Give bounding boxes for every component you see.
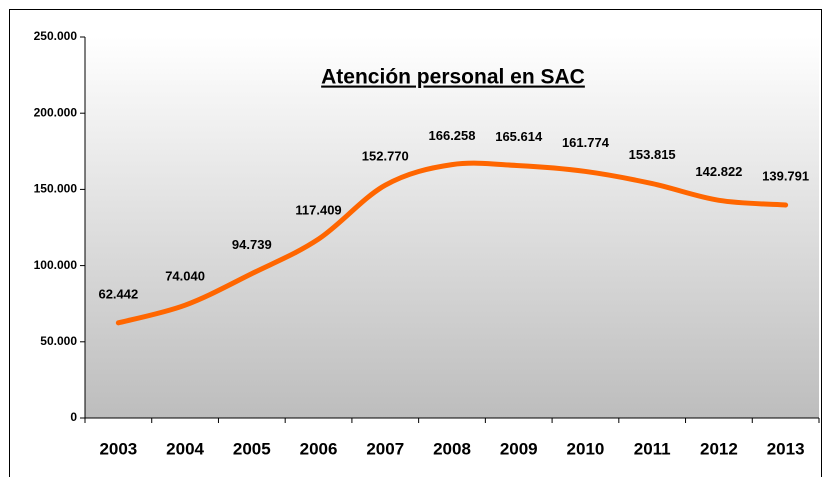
- x-tick-label: 2008: [433, 439, 471, 458]
- data-label: 142.822: [695, 164, 742, 179]
- data-label: 153.815: [629, 147, 676, 162]
- x-tick-label: 2004: [166, 439, 204, 458]
- y-tick-label: 200.000: [34, 105, 78, 119]
- x-tick-label: 2010: [567, 439, 605, 458]
- x-tick-label: 2013: [767, 439, 805, 458]
- x-tick-label: 2009: [500, 439, 538, 458]
- data-line: [115, 160, 789, 326]
- plot-area: [85, 37, 819, 418]
- x-tick-label: 2006: [300, 439, 338, 458]
- x-tick-label: 2012: [700, 439, 738, 458]
- chart-title: Atención personal en SAC: [321, 66, 585, 89]
- data-label: 74.040: [165, 269, 205, 284]
- x-tick-label: 2011: [634, 439, 671, 458]
- data-label: 117.409: [295, 203, 341, 218]
- x-tick-label: 2003: [99, 439, 137, 458]
- chart-border: [9, 9, 822, 477]
- data-label: 139.791: [762, 168, 809, 183]
- data-label: 166.258: [429, 128, 476, 143]
- data-label: 165.614: [495, 129, 543, 144]
- y-tick-label: 250.000: [34, 29, 78, 43]
- y-tick-label: 0: [70, 410, 77, 424]
- x-tick-label: 2007: [366, 439, 404, 458]
- y-tick-label: 50.000: [40, 334, 77, 348]
- y-tick-label: 150.000: [34, 182, 78, 196]
- data-label: 62.442: [98, 286, 138, 301]
- data-label: 161.774: [562, 135, 610, 150]
- x-tick-label: 2005: [233, 439, 271, 458]
- data-label: 152.770: [362, 149, 409, 164]
- data-label: 94.739: [232, 237, 272, 252]
- y-tick-label: 100.000: [34, 258, 78, 272]
